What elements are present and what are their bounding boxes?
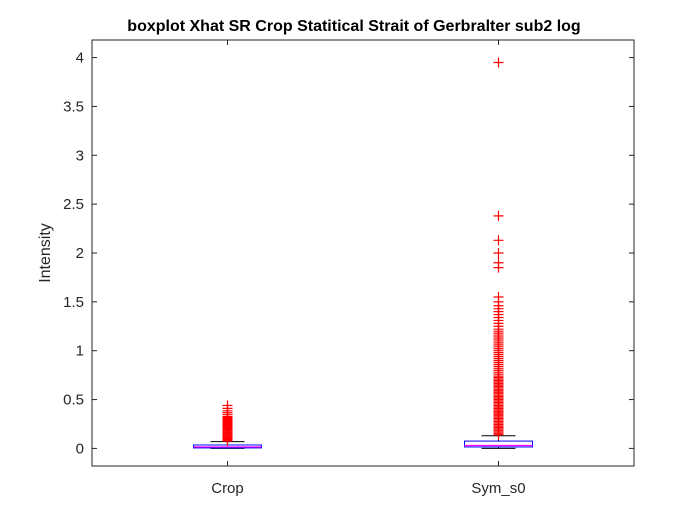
plot-area: 0 0.5 1 1.5 2 2.5 3 3.5 4 Crop Sym_s0 [63,39,635,497]
outlier-point [222,400,233,411]
axes-frame [91,39,635,467]
y-tick-label: 1.5 [63,294,84,311]
y-tick-label: 3 [76,147,84,164]
outlier-point [493,257,504,268]
y-tick-label: 4 [76,50,84,67]
outlier-point [493,210,504,221]
y-tick-label: 3.5 [63,98,84,115]
y-tick-label: 0.5 [63,392,84,409]
y-tick-label: 2 [76,245,84,262]
y-tick-label: 0 [76,440,84,457]
x-tick-label: Crop [211,480,244,497]
y-axis-label: Intensity [37,223,54,283]
outlier-point [493,57,504,68]
outlier-point [493,291,504,302]
box-iqr [464,440,533,448]
outlier-point [493,248,504,258]
y-tick-label: 2.5 [63,196,84,213]
y-tick-label: 1 [76,343,84,360]
chart-title: boxplot Xhat SR Crop Statitical Strait o… [127,18,580,35]
outlier-point [493,235,504,246]
x-tick-label: Sym_s0 [471,480,525,497]
